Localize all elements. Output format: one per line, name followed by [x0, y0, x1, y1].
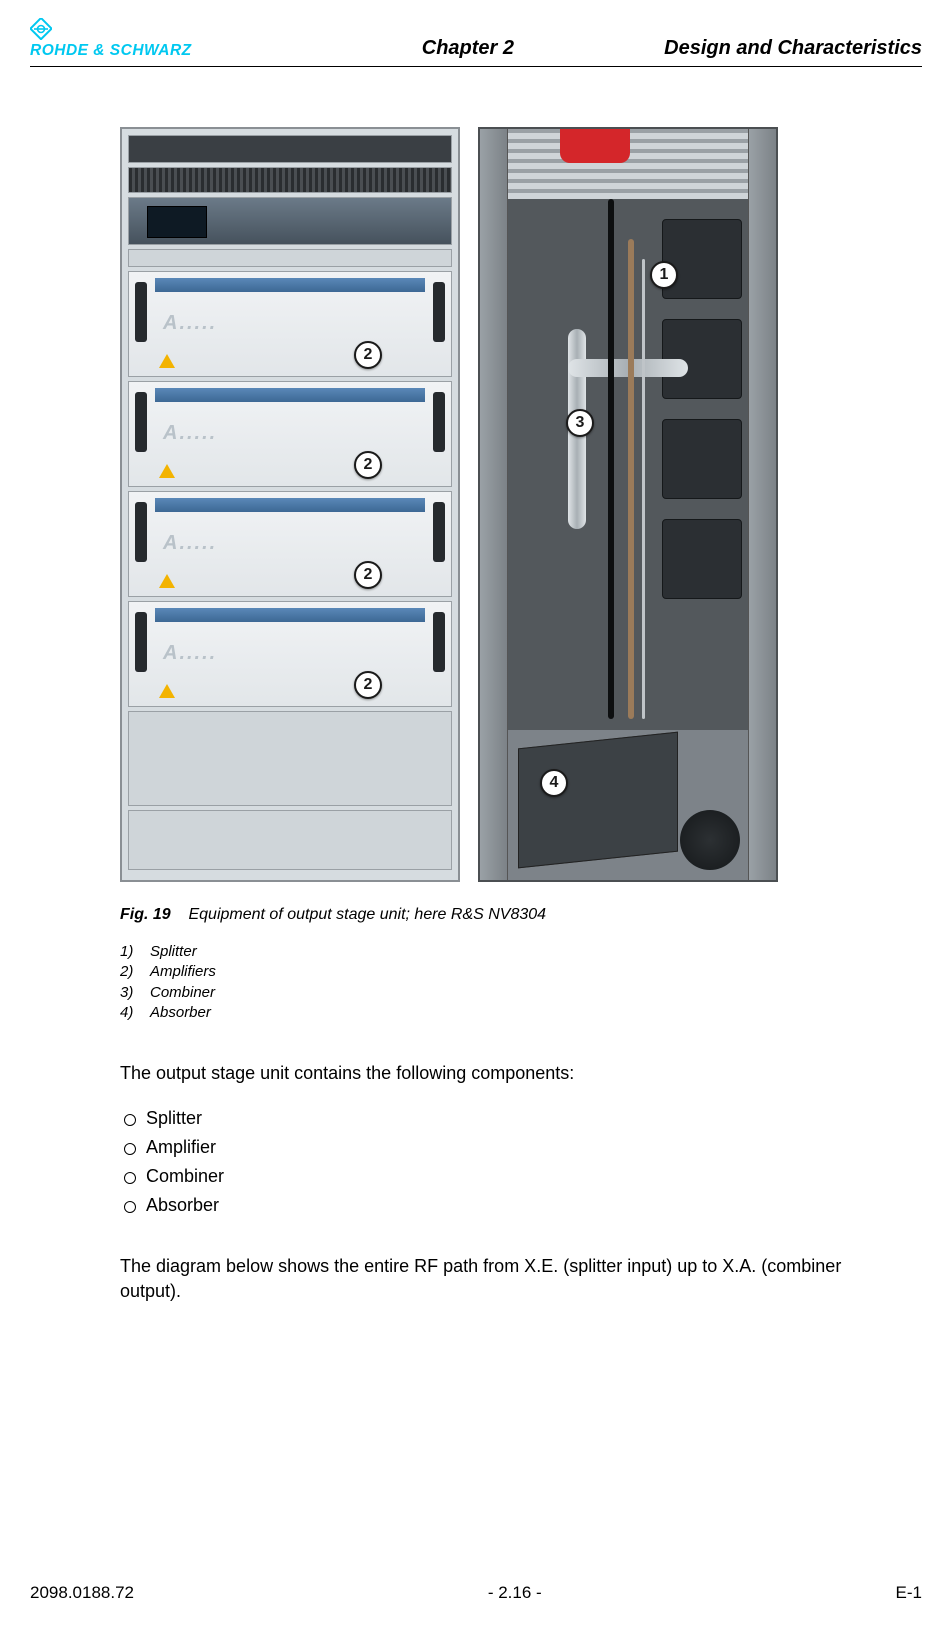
warning-icon — [159, 464, 175, 478]
list-item: Combiner — [120, 1166, 850, 1187]
callout-badge: 3 — [566, 409, 594, 437]
legend-label: Splitter — [150, 942, 197, 962]
handle-icon — [135, 612, 147, 672]
amp-label: A..... — [163, 642, 217, 665]
handle-icon — [135, 282, 147, 342]
closing-paragraph: The diagram below shows the entire RF pa… — [120, 1254, 850, 1304]
figure-caption: Fig. 19 Equipment of output stage unit; … — [120, 906, 850, 924]
rack-vent — [128, 167, 452, 193]
list-item: Absorber — [120, 1195, 850, 1216]
callout-badge: 2 — [354, 561, 382, 589]
controller-screen — [147, 206, 207, 238]
page-header: ROHDE & SCHWARZ Chapter 2 Design and Cha… — [30, 18, 922, 67]
intro-paragraph: The output stage unit contains the follo… — [120, 1061, 850, 1086]
callout-badge: 2 — [354, 341, 382, 369]
red-bar — [560, 129, 630, 163]
handle-icon — [433, 612, 445, 672]
footer-docnum: 2098.0188.72 — [30, 1583, 134, 1603]
absorber-panel — [518, 732, 678, 869]
rack-blank — [128, 810, 452, 870]
rack-unit — [128, 135, 452, 163]
amp-label: A..... — [163, 312, 217, 335]
rack-controller — [128, 197, 452, 245]
legend-row: 4)Absorber — [120, 1003, 850, 1023]
callout-badge: 2 — [354, 451, 382, 479]
amp-strip — [155, 278, 425, 292]
frame — [480, 129, 508, 880]
footer-rev: E-1 — [896, 1583, 922, 1603]
list-item: Amplifier — [120, 1137, 850, 1158]
chapter-label: Chapter 2 — [192, 37, 664, 60]
section-title: Design and Characteristics — [664, 37, 922, 60]
figure-back-rack: 1 3 4 — [478, 127, 778, 882]
amplifier-unit: A..... — [128, 381, 452, 487]
cable — [628, 239, 634, 719]
amp-strip — [155, 608, 425, 622]
callout-badge: 4 — [540, 769, 568, 797]
amplifier-unit: A..... — [128, 491, 452, 597]
legend-num: 3) — [120, 983, 150, 1003]
frame — [748, 129, 776, 880]
module — [662, 419, 742, 499]
callout-badge: 1 — [650, 261, 678, 289]
handle-icon — [433, 502, 445, 562]
rack-blank — [128, 711, 452, 806]
legend-row: 2)Amplifiers — [120, 962, 850, 982]
brand-name: ROHDE & SCHWARZ — [30, 42, 192, 60]
handle-icon — [135, 392, 147, 452]
back-bottom — [508, 730, 748, 880]
legend-num: 1) — [120, 942, 150, 962]
list-item: Splitter — [120, 1108, 850, 1129]
logo-diamond-icon — [30, 18, 52, 40]
figure-legend: 1)Splitter2)Amplifiers3)Combiner4)Absorb… — [120, 942, 850, 1023]
legend-num: 4) — [120, 1003, 150, 1023]
component-list: Splitter Amplifier Combiner Absorber — [120, 1108, 850, 1216]
legend-row: 3)Combiner — [120, 983, 850, 1003]
fan-icon — [680, 810, 740, 870]
handle-icon — [135, 502, 147, 562]
page-footer: 2098.0188.72 - 2.16 - E-1 — [30, 1583, 922, 1603]
legend-label: Combiner — [150, 983, 215, 1003]
amp-strip — [155, 388, 425, 402]
footer-page: - 2.16 - — [488, 1583, 542, 1603]
amp-strip — [155, 498, 425, 512]
callout-badge: 2 — [354, 671, 382, 699]
legend-label: Amplifiers — [150, 962, 216, 982]
handle-icon — [433, 282, 445, 342]
amp-label: A..... — [163, 422, 217, 445]
brand-logo: ROHDE & SCHWARZ — [30, 18, 192, 60]
amp-label: A..... — [163, 532, 217, 555]
cable — [642, 259, 645, 719]
warning-icon — [159, 574, 175, 588]
back-body — [508, 199, 748, 730]
caption-text: Equipment of output stage unit; here R&S… — [188, 906, 546, 923]
module — [662, 519, 742, 599]
legend-label: Absorber — [150, 1003, 211, 1023]
figure-row: A..... A..... A..... — [120, 127, 850, 882]
legend-num: 2) — [120, 962, 150, 982]
amplifier-unit: A..... — [128, 601, 452, 707]
caption-prefix: Fig. 19 — [120, 906, 171, 923]
cable — [608, 199, 614, 719]
legend-row: 1)Splitter — [120, 942, 850, 962]
rack-blank — [128, 249, 452, 267]
amplifier-unit: A..... — [128, 271, 452, 377]
module — [662, 219, 742, 299]
figure-front-rack: A..... A..... A..... — [120, 127, 460, 882]
warning-icon — [159, 684, 175, 698]
warning-icon — [159, 354, 175, 368]
handle-icon — [433, 392, 445, 452]
